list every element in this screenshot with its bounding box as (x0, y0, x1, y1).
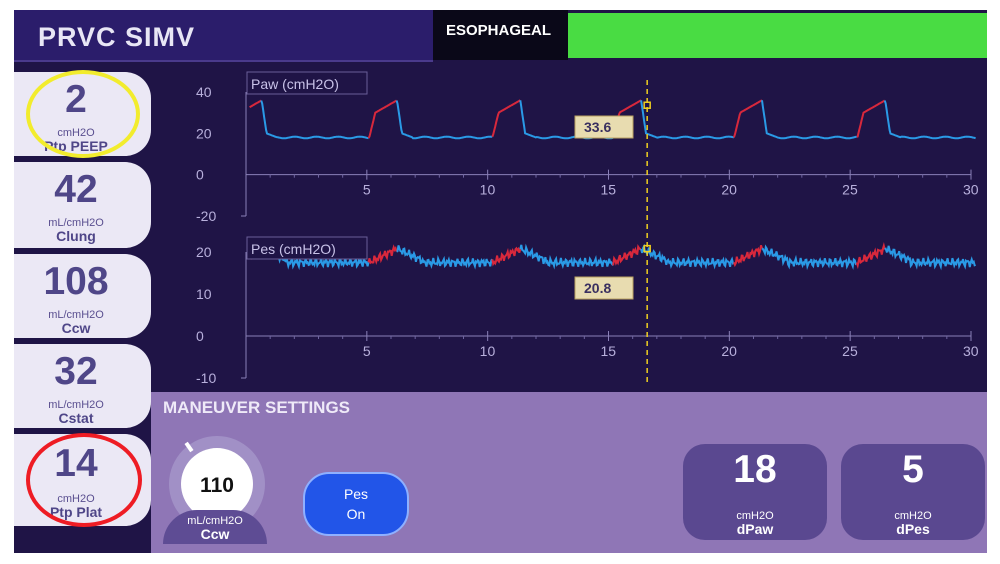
expiration-segment (519, 243, 614, 270)
knob-needle (184, 441, 194, 453)
y-tick-label: 40 (196, 84, 212, 100)
inspiration-segment (491, 99, 521, 138)
y-tick-label: 20 (196, 125, 212, 141)
y-tick-label: -10 (196, 370, 216, 386)
status-bar (568, 13, 987, 58)
inspiration-segment (732, 99, 763, 138)
x-tick-label: 5 (363, 182, 371, 198)
pes-cursor-value-box (574, 276, 634, 300)
inspiration-segment (732, 244, 763, 268)
x-tick-label: 20 (721, 343, 737, 359)
x-tick-label: 15 (601, 182, 617, 198)
expiration-segment (640, 243, 735, 270)
expiration-segment (260, 100, 369, 140)
ventilator-screen: PRVC SIMV ESOPHAGEAL 2 cmH2O Ptp PEEP 42… (14, 10, 987, 553)
pes-cursor-value: 20.8 (584, 280, 611, 296)
tile-value: 32 (54, 350, 98, 393)
pes-on-button[interactable]: Pes On (303, 472, 409, 536)
x-tick-label: 30 (963, 343, 979, 359)
x-tick-label: 15 (601, 343, 617, 359)
expiration-segment (396, 245, 494, 270)
expiration-segment (884, 245, 977, 271)
esophageal-header (433, 10, 568, 60)
inspiration-segment (491, 246, 522, 267)
x-tick-label: 10 (480, 182, 496, 198)
dpes-tile[interactable]: 5 cmH2O dPes (841, 444, 985, 540)
x-tick-label: 30 (963, 182, 979, 198)
dpaw-name: dPaw (736, 521, 774, 537)
knob-name: Ccw (200, 526, 230, 542)
expiration-segment (761, 244, 858, 271)
tile-name: Ccw (61, 320, 91, 336)
y-tick-label: -20 (196, 208, 216, 224)
paw-cursor-marker (643, 101, 651, 109)
inspiration-segment (367, 99, 398, 139)
mode-bar[interactable]: PRVC SIMV (14, 10, 433, 62)
y-tick-label: 20 (196, 244, 212, 260)
paw-axis: 40 20 0 -20 5 10 15 20 25 30 (196, 84, 979, 224)
expiration-segment (883, 100, 976, 140)
pes-cursor-marker (643, 244, 651, 253)
tile-value: 42 (54, 168, 98, 211)
tile-ccw[interactable]: 108 mL/cmH2O Ccw (14, 254, 151, 338)
tile-unit: mL/cmH2O (48, 309, 104, 321)
dpaw-unit: cmH2O (736, 510, 774, 522)
x-tick-label: 10 (480, 343, 496, 359)
knob-face: 110 (181, 448, 253, 520)
y-tick-label: 0 (196, 328, 204, 344)
inspiration-segment (367, 244, 398, 266)
y-tick-label: 0 (196, 167, 204, 183)
dpes-name: dPes (896, 521, 930, 537)
maneuver-settings-panel: MANEUVER SETTINGS 110 mL/cmH2O Ccw Pes O… (151, 392, 987, 553)
pes-label-box (246, 236, 368, 260)
paw-label-box (246, 71, 368, 95)
tile-cstat[interactable]: 32 mL/cmH2O Cstat (14, 344, 151, 428)
dpaw-tile[interactable]: 18 cmH2O dPaw (683, 444, 827, 540)
maneuver-settings-title: MANEUVER SETTINGS (163, 398, 351, 417)
pes-button-line2: On (346, 506, 366, 522)
pes-button-line1: Pes (343, 486, 369, 502)
x-tick-label: 25 (842, 182, 858, 198)
paw-cursor-value-box (574, 115, 634, 139)
expiration-segment (395, 100, 493, 140)
knob-value: 110 (200, 474, 234, 497)
inspiration-segment (612, 244, 642, 266)
tile-name: Clung (56, 228, 96, 244)
dpaw-value: 18 (733, 448, 777, 491)
knob-unit: mL/cmH2O (187, 515, 243, 527)
highlight-ring-yellow (26, 70, 140, 158)
inspiration-segment (856, 99, 886, 138)
tile-value: 108 (43, 260, 109, 303)
tile-clung[interactable]: 42 mL/cmH2O Clung (14, 162, 151, 248)
knob-label-base: mL/cmH2O Ccw (163, 510, 267, 544)
x-tick-label: 20 (721, 182, 737, 198)
pes-label: Pes (cmH2O) (251, 241, 336, 257)
expiration-segment (761, 100, 857, 140)
inspiration-segment (855, 241, 886, 270)
inspiration-segment (249, 99, 262, 109)
x-tick-label: 5 (363, 343, 371, 359)
paw-label: Paw (cmH2O) (251, 76, 339, 92)
paw-cursor-value: 33.6 (584, 119, 611, 135)
highlight-ring-red (26, 433, 142, 527)
x-tick-label: 25 (842, 343, 858, 359)
y-tick-label: 10 (196, 286, 212, 302)
tile-unit: mL/cmH2O (48, 217, 104, 229)
expiration-segment (640, 100, 735, 140)
dpes-value: 5 (902, 448, 924, 491)
paw-trace (249, 99, 976, 140)
esophageal-label: ESOPHAGEAL (446, 22, 552, 39)
tile-unit: mL/cmH2O (48, 399, 104, 411)
pes-axis: 20 10 0 -10 5 10 15 20 25 30 (196, 244, 979, 386)
dpes-unit: cmH2O (894, 510, 932, 522)
mode-title: PRVC SIMV (38, 22, 196, 52)
tile-name: Cstat (58, 410, 94, 426)
